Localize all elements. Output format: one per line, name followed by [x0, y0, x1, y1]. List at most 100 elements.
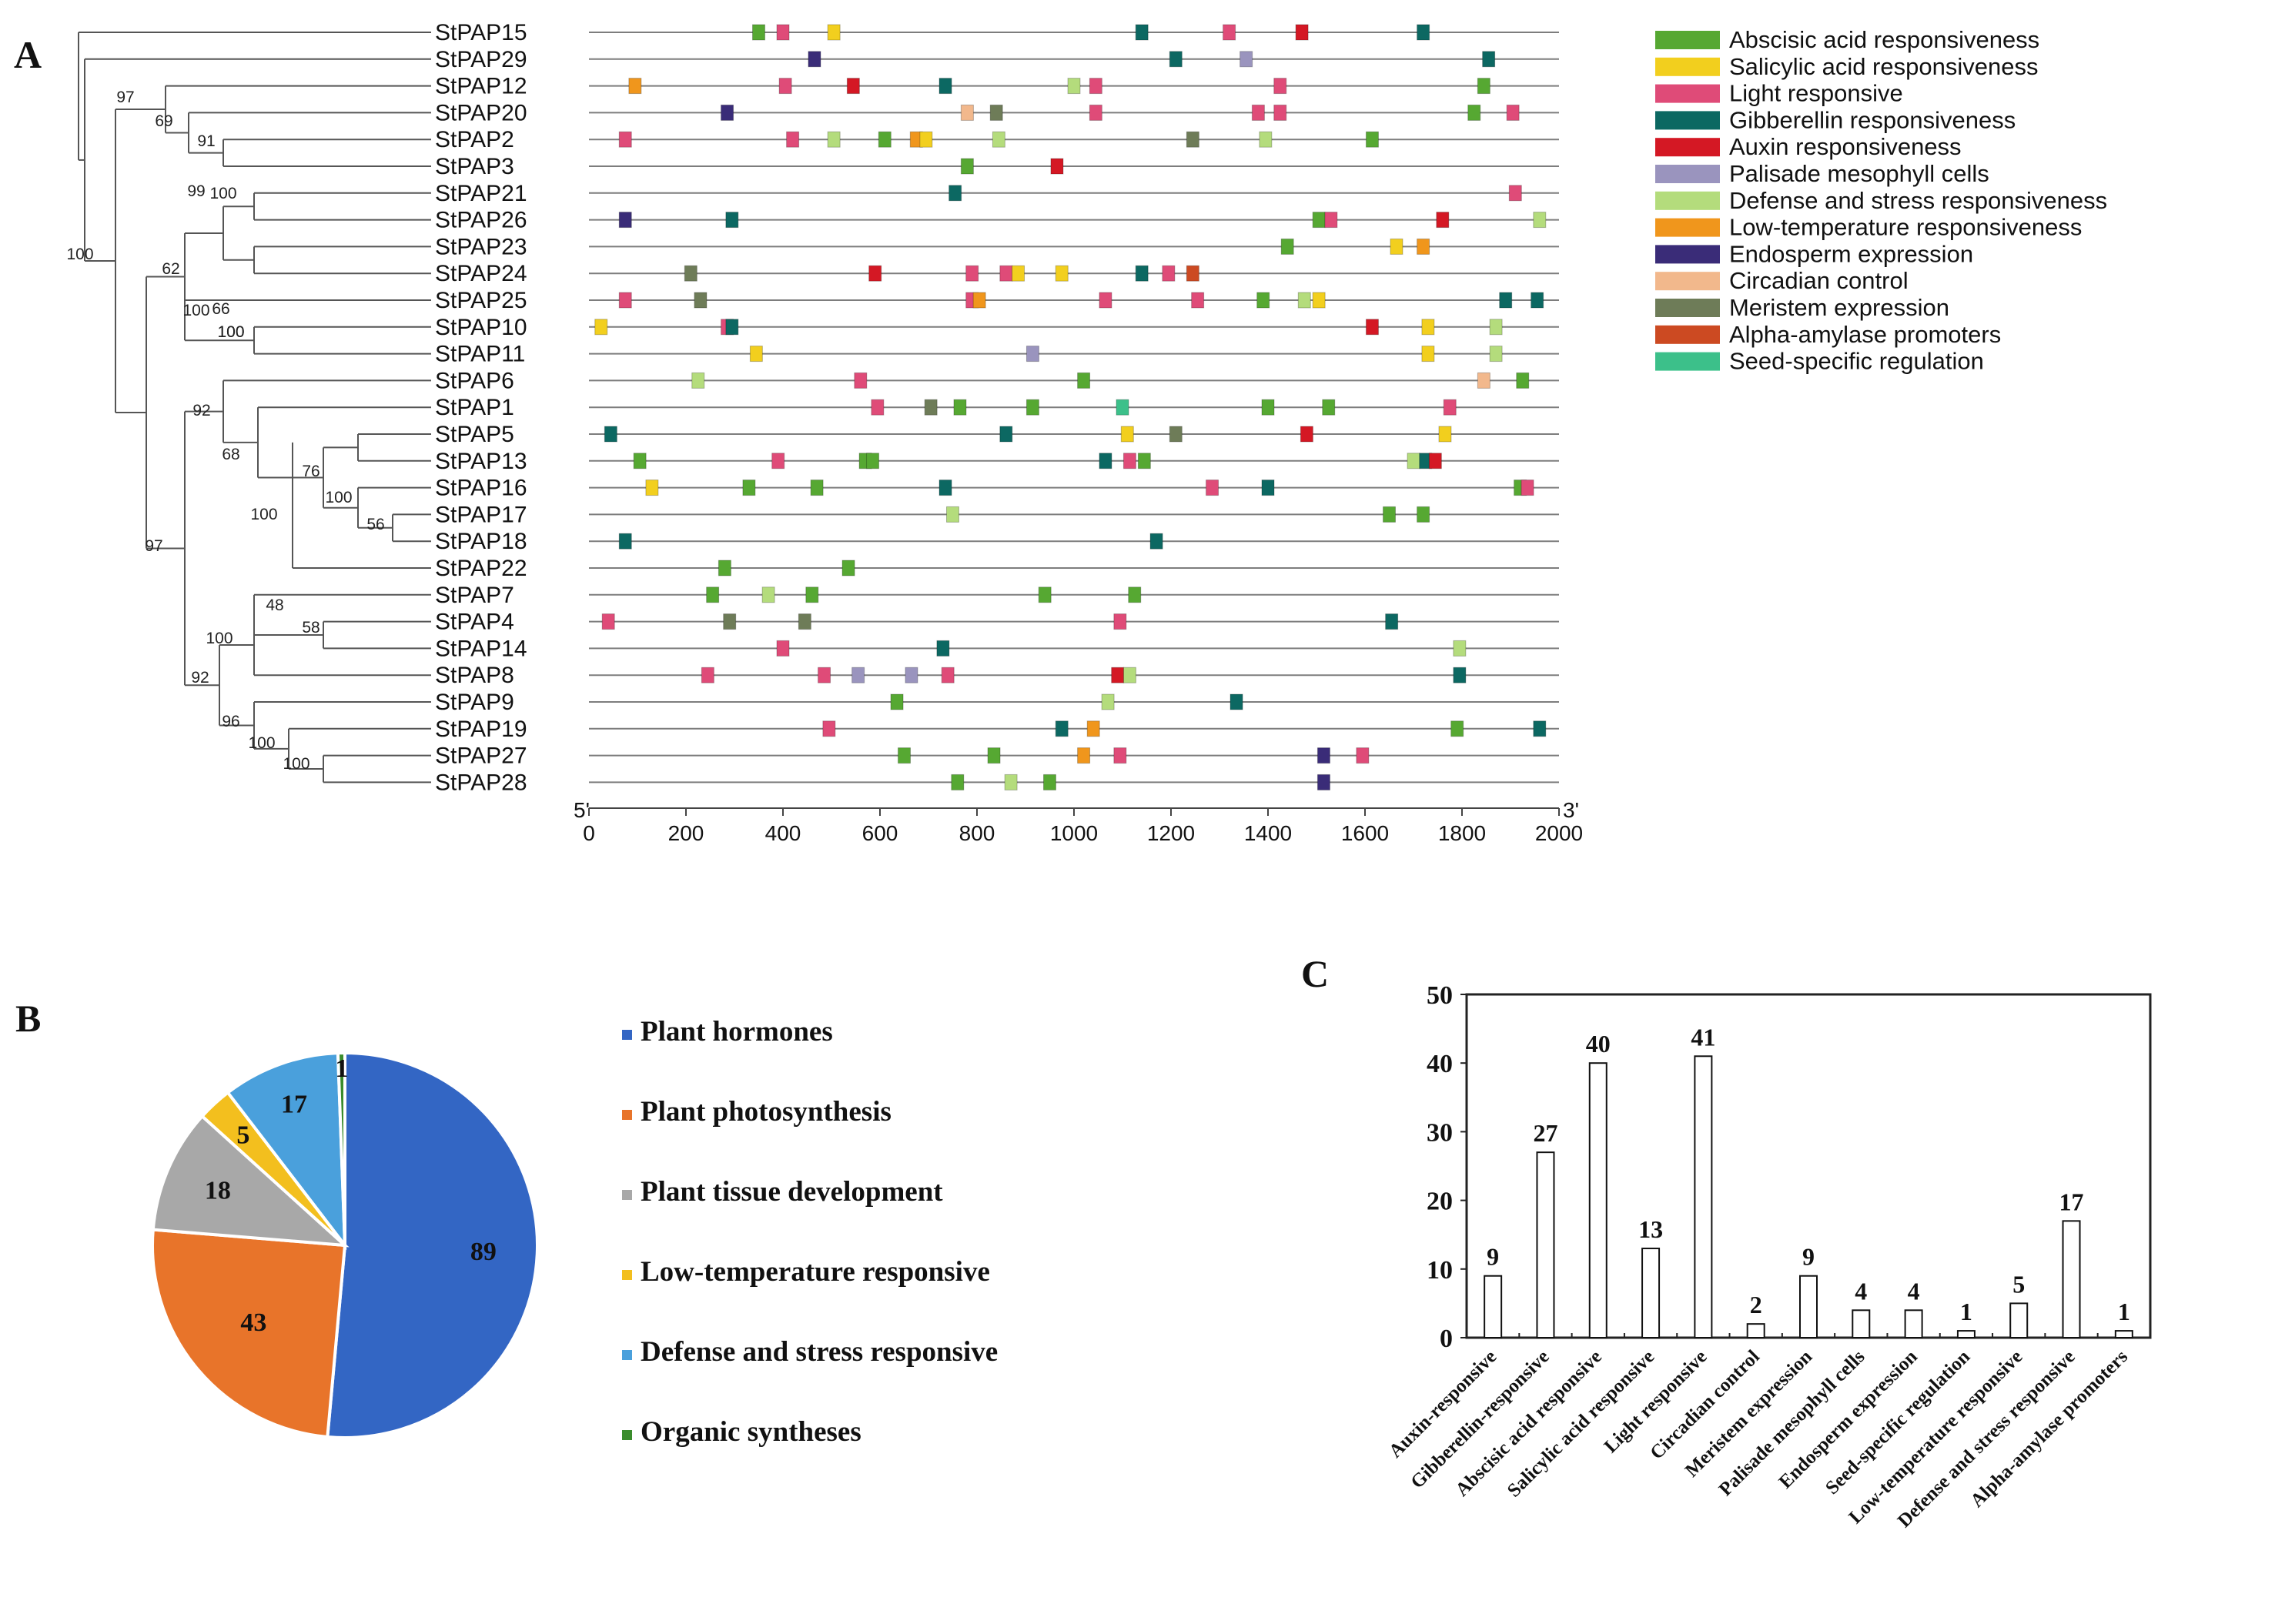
gene-name: StPAP12 — [435, 74, 527, 99]
pie-slice — [226, 1051, 347, 1251]
gene-name: StPAP2 — [435, 127, 514, 152]
pie-legend-item: Organic syntheses — [622, 1416, 861, 1448]
gene-name: StPAP6 — [435, 368, 514, 393]
cis-element-box — [1086, 720, 1100, 737]
cis-element-box — [1043, 774, 1056, 790]
cis-element-box — [1324, 212, 1338, 229]
gene-row: StPAP25 — [435, 288, 1559, 313]
pie-slice — [336, 1051, 346, 1246]
gene-name: StPAP27 — [435, 743, 527, 769]
legend-item: Auxin responsiveness — [1655, 133, 1962, 160]
panel-label-c: C — [1301, 952, 1329, 995]
axis-tick-label: 800 — [959, 821, 995, 845]
gene-name: StPAP4 — [435, 610, 514, 635]
cis-element-box — [965, 265, 979, 282]
pie-legend-label: Plant hormones — [641, 1016, 833, 1048]
cis-element-box — [1365, 319, 1379, 336]
gene-name: StPAP21 — [435, 181, 527, 206]
cis-element-box — [1137, 453, 1151, 469]
pie-value-label: 89 — [470, 1238, 497, 1266]
cis-element-box — [1038, 586, 1052, 603]
cis-element-box — [1489, 319, 1503, 336]
cis-element-box — [618, 292, 632, 309]
bootstrap-value: 58 — [302, 619, 319, 637]
gene-name: StPAP15 — [435, 20, 527, 45]
gene-row: StPAP4 — [435, 610, 1559, 635]
gene-row: StPAP13 — [435, 449, 1559, 474]
bar — [2009, 1302, 2029, 1339]
bar-value-label: 13 — [1638, 1215, 1663, 1243]
bootstrap-value: 48 — [266, 596, 283, 614]
pie-legend-item: Plant photosynthesis — [622, 1096, 892, 1128]
legend-item: Salicylic acid responsiveness — [1655, 53, 2038, 80]
gene-row: StPAP1 — [435, 395, 1559, 420]
cis-element-box — [1099, 292, 1112, 309]
axis-tick-label: 0 — [583, 821, 595, 845]
axis-tick-label: 1000 — [1050, 821, 1098, 845]
gene-row: StPAP19 — [435, 717, 1559, 742]
cis-element-box — [1273, 104, 1287, 121]
gene-name: StPAP13 — [435, 449, 527, 474]
cis-element-box — [1128, 586, 1142, 603]
legend-item: Palisade mesophyll cells — [1655, 160, 1989, 187]
cis-element-box — [1122, 667, 1136, 683]
legend-item: Endosperm expression — [1655, 240, 1973, 267]
cis-element-box — [1506, 104, 1520, 121]
cis-element-box — [618, 212, 632, 229]
cis-element-box — [1453, 667, 1467, 683]
bar — [1904, 1309, 1923, 1338]
cis-element-box — [798, 613, 811, 630]
bar-value-label: 27 — [1533, 1119, 1557, 1147]
cis-element-box — [810, 480, 824, 496]
axis-tick-label: 2000 — [1535, 821, 1583, 845]
gene-name: StPAP16 — [435, 476, 527, 501]
cis-element-box — [1516, 372, 1530, 389]
bar-value-label: 4 — [1908, 1277, 1920, 1305]
cis-element-box — [1261, 480, 1275, 496]
cis-element-box — [1149, 533, 1163, 550]
cis-element-box — [1436, 212, 1450, 229]
legend-item: Circadian control — [1655, 267, 1909, 294]
cis-element-box — [1169, 426, 1183, 443]
cis-element-box — [1077, 747, 1091, 764]
cis-element-box — [1120, 426, 1134, 443]
bootstrap-value: 100 — [283, 755, 309, 773]
legend-label: Low-temperature responsiveness — [1729, 214, 2082, 241]
cis-element-box — [866, 453, 880, 469]
legend-swatch — [1655, 57, 1720, 76]
cis-element-box — [878, 131, 892, 148]
y-tick-label: 30 — [1427, 1118, 1453, 1147]
bar-value-label: 40 — [1586, 1030, 1611, 1058]
bar-value-label: 41 — [1691, 1023, 1715, 1051]
cis-element-box — [951, 774, 965, 790]
bootstrap-value: 100 — [250, 506, 277, 523]
cis-element-box — [1489, 346, 1503, 363]
axis-tick-label: 1200 — [1147, 821, 1195, 845]
cis-element-box — [1251, 104, 1265, 121]
cis-element-box — [1169, 51, 1183, 68]
cis-element-box — [1113, 613, 1127, 630]
cis-element-box — [771, 453, 785, 469]
cis-element-box — [822, 720, 836, 737]
cis-element-box — [938, 78, 952, 95]
cis-element-box — [1089, 104, 1102, 121]
gene-row: StPAP2 — [435, 127, 1559, 152]
gene-name: StPAP11 — [435, 342, 525, 367]
bar-value-label: 4 — [1855, 1277, 1867, 1305]
bar-value-label: 1 — [1960, 1298, 1972, 1325]
cis-element-box — [818, 667, 831, 683]
cis-element-box — [946, 506, 959, 523]
pie-value-label: 18 — [205, 1176, 231, 1205]
y-tick-label: 50 — [1427, 981, 1453, 1010]
cis-element-box — [1055, 720, 1069, 737]
cis-element-box — [960, 158, 974, 175]
legend-swatch — [1655, 31, 1720, 49]
pie-legend-item: Defense and stress responsive — [622, 1336, 998, 1368]
panel-a-gene-structure: A 10097699110099626610010092687610056100… — [14, 20, 2107, 845]
cis-element-box — [941, 667, 955, 683]
cis-element-box — [1417, 24, 1430, 41]
cis-element-box — [1055, 265, 1069, 282]
legend-label: Abscisic acid responsiveness — [1729, 26, 2039, 53]
